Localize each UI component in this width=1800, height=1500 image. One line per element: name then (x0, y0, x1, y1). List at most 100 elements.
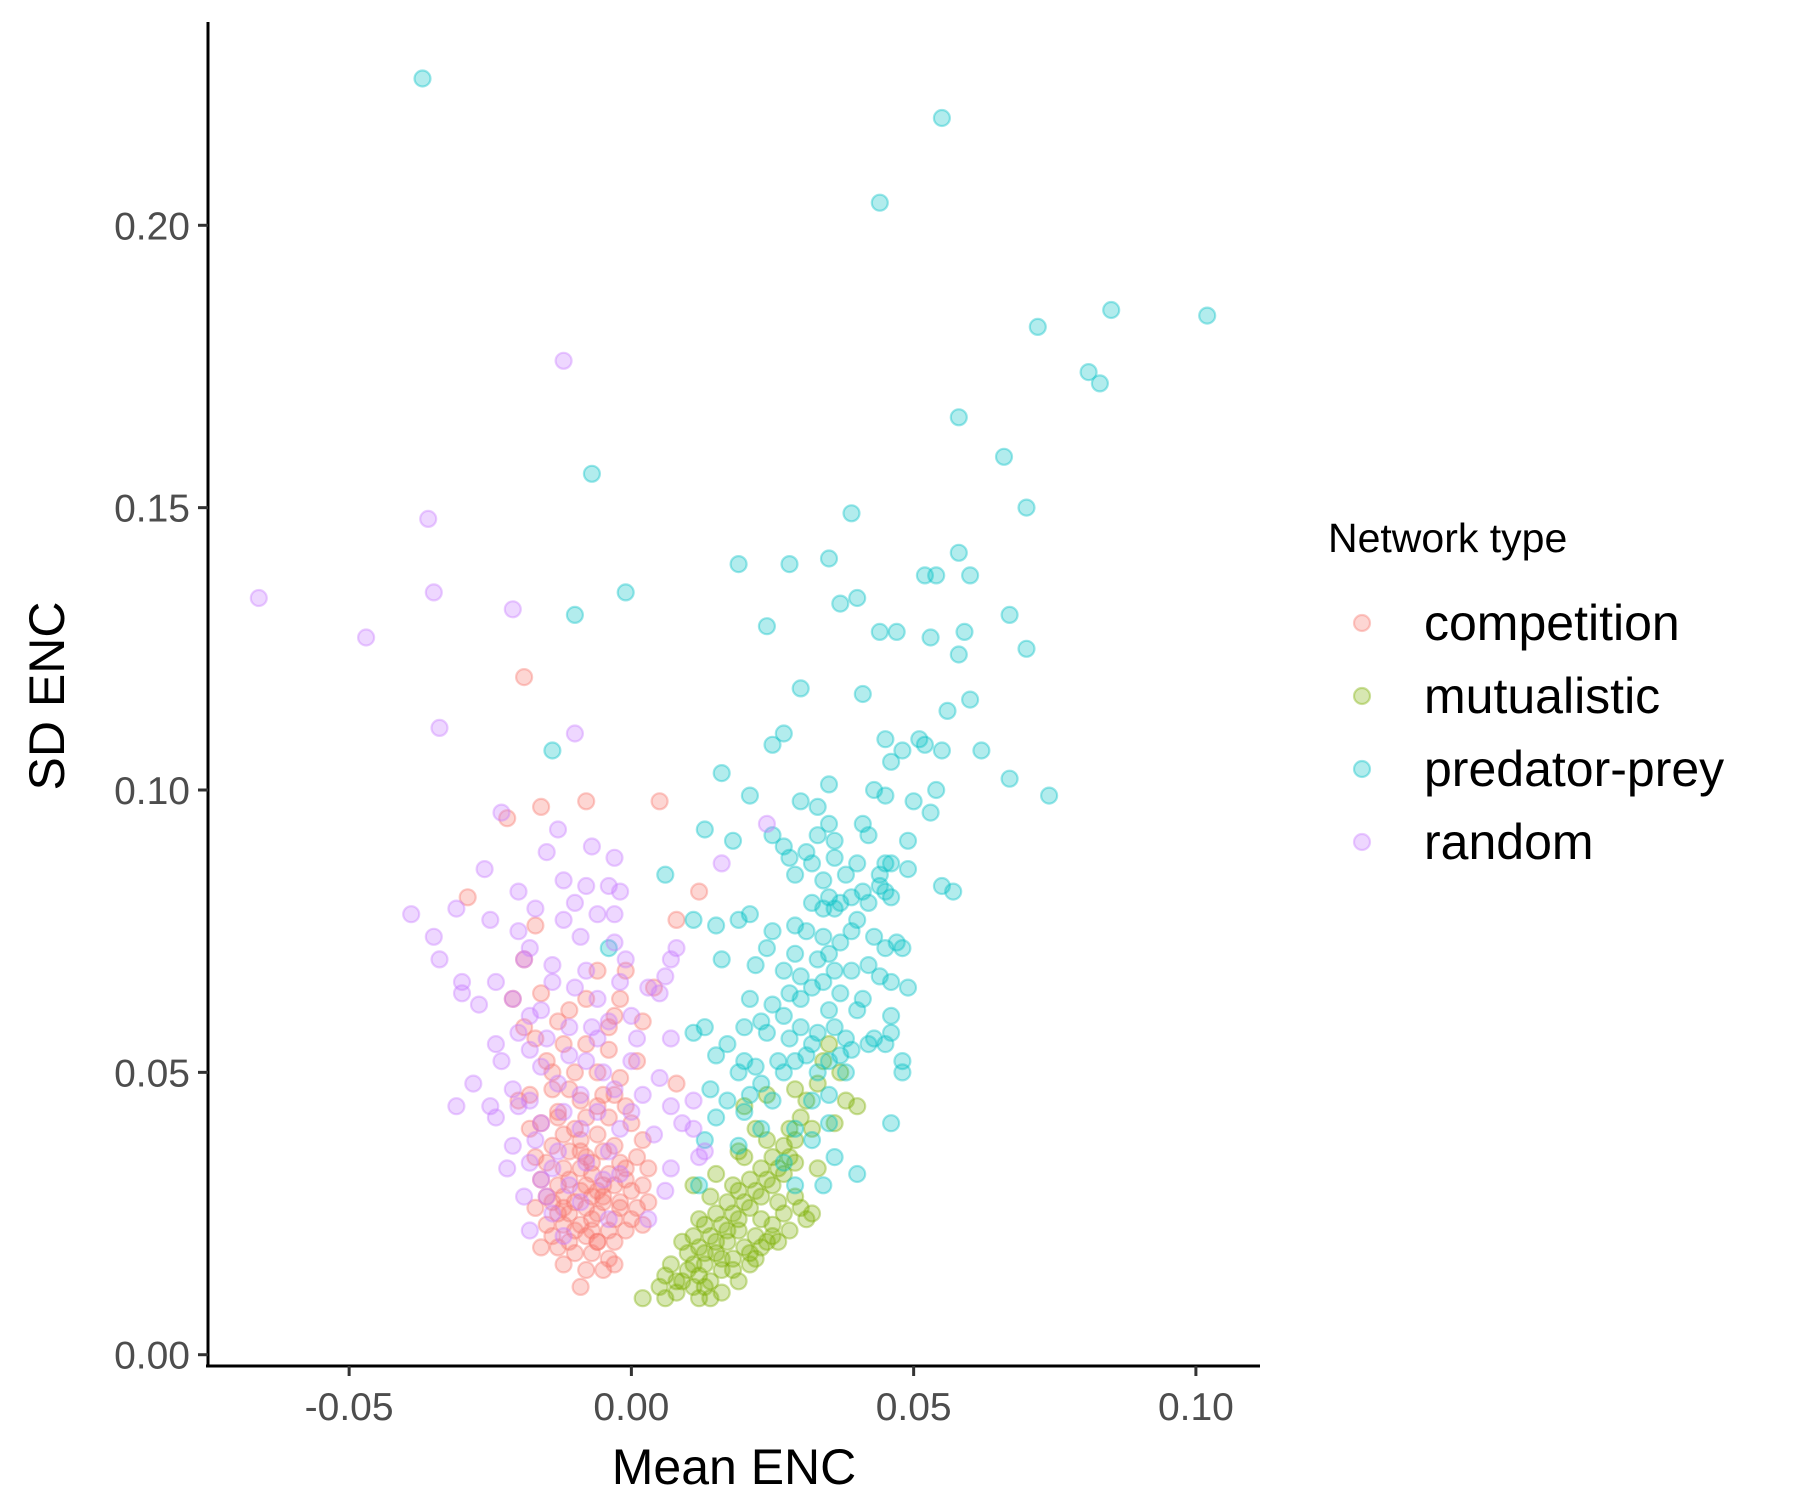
data-point (554, 1255, 573, 1274)
data-point (802, 1204, 822, 1223)
data-point (520, 1153, 539, 1172)
data-point (836, 1063, 856, 1082)
data-point (746, 1249, 765, 1268)
data-point (774, 1063, 793, 1082)
data-point (543, 1226, 562, 1246)
data-point (893, 1063, 912, 1082)
x-axis-ticks: -0.05 0.00 0.05 0.10 (305, 1366, 1234, 1429)
data-point (740, 1085, 760, 1105)
data-point (588, 1204, 607, 1223)
data-point (752, 1210, 771, 1229)
data-point (831, 1063, 850, 1082)
data-point (622, 1114, 641, 1133)
data-point (932, 741, 952, 760)
data-point (808, 1063, 827, 1082)
data-point (599, 1012, 618, 1031)
data-point (1028, 317, 1047, 336)
data-point (893, 938, 912, 958)
data-point (819, 1051, 839, 1071)
data-point (492, 803, 511, 822)
data-point (881, 1006, 901, 1026)
data-point (695, 1277, 714, 1297)
data-point (797, 922, 816, 941)
data-point (554, 351, 573, 370)
data-point (927, 780, 946, 800)
data-point (599, 1164, 618, 1184)
data-point (689, 1176, 709, 1195)
data-point (706, 1046, 726, 1065)
data-point (808, 797, 827, 817)
data-point (791, 1108, 810, 1127)
data-point (910, 730, 929, 749)
data-point (853, 882, 872, 901)
data-point (543, 1159, 562, 1178)
data-point (633, 1012, 652, 1031)
data-point (537, 1187, 556, 1206)
data-point (757, 938, 777, 958)
data-point (949, 543, 968, 562)
data-point (808, 950, 827, 969)
data-point (554, 910, 573, 930)
data-point (565, 1063, 585, 1082)
data-point (718, 1034, 737, 1054)
data-point (554, 871, 573, 890)
data-point (921, 628, 940, 647)
data-point (582, 1164, 602, 1184)
data-point (616, 950, 635, 969)
data-point (419, 509, 438, 529)
data-point (577, 1260, 596, 1280)
data-point (735, 1193, 754, 1212)
data-point (729, 1272, 748, 1291)
data-point (537, 1215, 556, 1234)
data-point (554, 1034, 573, 1054)
data-point (701, 1080, 720, 1099)
data-point (565, 1243, 585, 1263)
data-point (492, 1051, 511, 1071)
y-tick-label: 0.00 (114, 1335, 190, 1378)
data-point (605, 905, 624, 924)
data-point (610, 1164, 630, 1184)
data-point (673, 1114, 692, 1133)
data-point (577, 876, 596, 896)
data-point (763, 922, 782, 941)
data-point (893, 741, 912, 760)
data-point (667, 1283, 686, 1302)
data-point (740, 1198, 760, 1218)
data-point (780, 1147, 799, 1167)
data-point (712, 1249, 731, 1268)
data-point (718, 1232, 737, 1251)
data-point (785, 1130, 805, 1150)
data-point (904, 792, 923, 811)
data-point (848, 910, 867, 930)
legend-label: random (1424, 814, 1594, 870)
data-point (582, 1153, 602, 1172)
data-point (881, 752, 901, 771)
data-point (819, 888, 839, 907)
data-point (486, 1108, 505, 1127)
data-point (560, 1018, 579, 1037)
data-point (881, 888, 901, 907)
data-point (531, 1170, 551, 1189)
data-point (780, 1221, 799, 1240)
data-point (357, 628, 376, 647)
data-point (594, 1187, 613, 1206)
data-point (740, 1255, 760, 1274)
data-point (1000, 769, 1019, 788)
data-point (413, 69, 432, 88)
data-point (695, 820, 714, 839)
data-point (464, 1074, 483, 1093)
y-tick-label: 0.20 (114, 205, 190, 248)
data-point (740, 905, 760, 924)
data-point (932, 108, 952, 128)
data-point (723, 1176, 743, 1195)
data-point (752, 1187, 771, 1206)
data-point (819, 775, 839, 794)
data-point (938, 701, 957, 721)
x-tick-label: 0.05 (876, 1386, 952, 1429)
data-point (723, 831, 743, 850)
data-point (960, 690, 980, 709)
data-point (684, 1277, 703, 1297)
y-tick-label: 0.05 (114, 1052, 190, 1095)
data-point (599, 1221, 618, 1240)
data-point (656, 865, 675, 884)
